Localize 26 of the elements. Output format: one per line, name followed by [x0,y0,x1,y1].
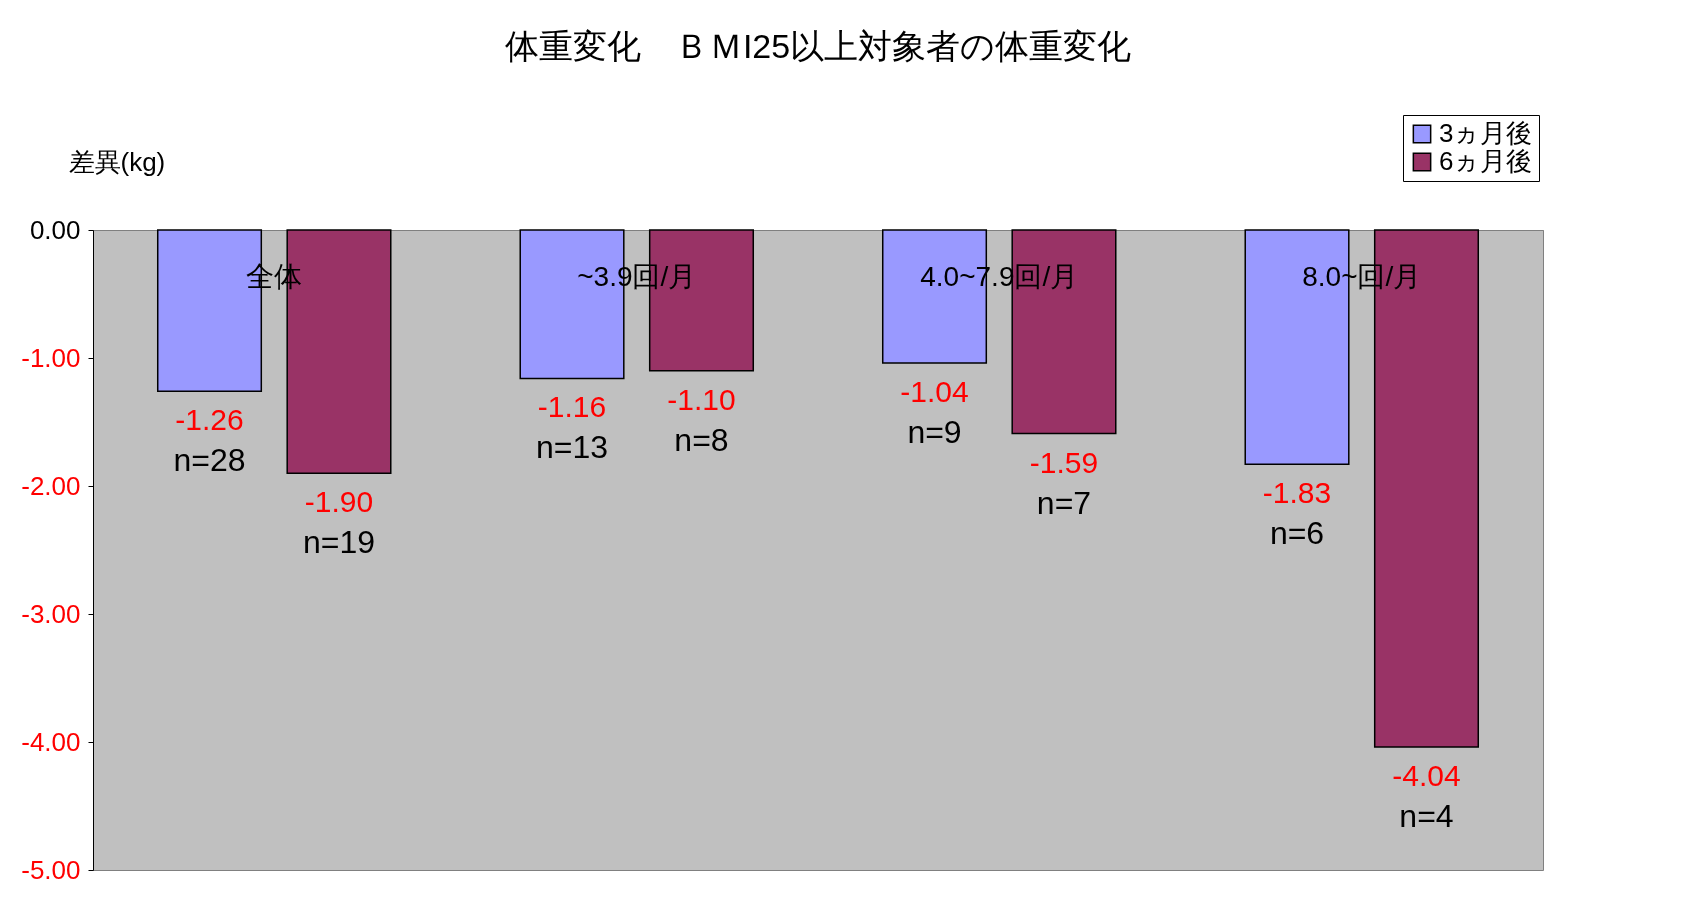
y-tick-label: -2.00 [21,470,81,501]
data-label: -1.04 [900,375,969,409]
y-tick-label: -3.00 [21,598,81,629]
data-label: -1.83 [1262,476,1332,510]
data-label: -4.04 [1392,759,1461,793]
y-axis-title: 差異(kg) [68,146,166,177]
y-tick-label: -4.00 [21,726,81,757]
annotation: n=7 [1036,484,1092,521]
annotation: n=9 [907,414,962,451]
annotation: n=13 [535,429,609,466]
annotation: n=4 [1399,798,1454,835]
data-label: -1.90 [304,485,374,519]
data-label: -1.10 [667,382,736,416]
data-label: -1.16 [537,390,607,424]
y-tick-label: -5.00 [21,854,81,885]
annotation: n=19 [302,524,376,561]
data-label: -1.26 [175,403,244,437]
annotation: n=28 [173,442,246,479]
legend-label: 3ヵ月後 [1439,118,1533,148]
data-label: -1.59 [1029,445,1099,479]
y-tick-label: 0.00 [29,214,81,245]
legend-label: 6ヵ月後 [1439,146,1533,176]
y-tick-label: -1.00 [21,342,81,373]
annotation: n=6 [1269,515,1325,552]
annotation: n=8 [674,421,729,458]
chart-title: 体重変化 ＢＭI25以上対象者の体重変化 [504,26,1132,65]
